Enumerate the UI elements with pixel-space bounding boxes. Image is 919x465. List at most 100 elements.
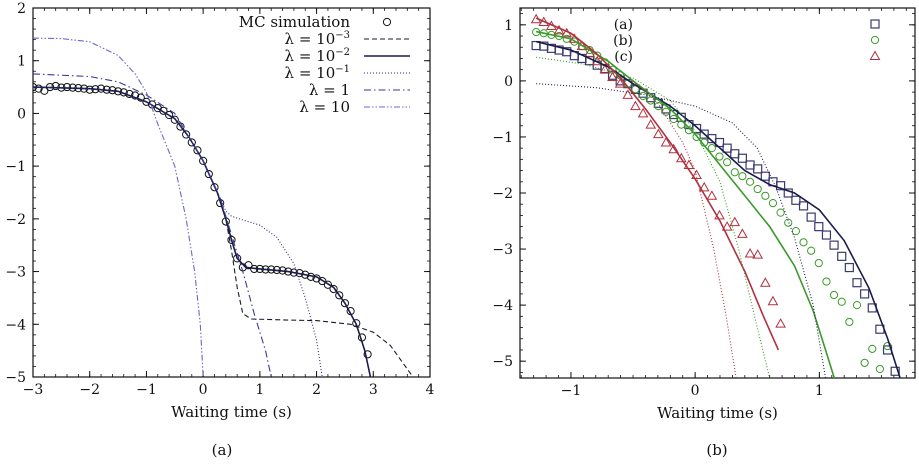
data-point-circle	[646, 96, 655, 105]
data-point-triangle	[660, 137, 672, 147]
data-point-triangle	[675, 152, 687, 163]
data-point-circle	[715, 152, 724, 161]
data-point-circle	[193, 146, 202, 155]
data-point-circle	[329, 284, 338, 294]
legend-label: MC simulation	[239, 13, 351, 31]
panel-a: −3 −2 −1 0 1 2 3 4 −5 −4 −3 −2 −1 0 1 2 Waiting time (s)…	[5, 1, 434, 459]
data-point-triangle	[614, 78, 626, 88]
plot-frame	[32, 7, 431, 378]
data-point-square	[745, 160, 755, 170]
data-point-circle	[363, 350, 372, 359]
data-point-circle	[382, 17, 392, 27]
data-point-square	[760, 171, 770, 181]
legend-label: λ = 10−2	[285, 47, 350, 65]
series-line	[535, 40, 901, 378]
x-tick-label: 2	[312, 382, 321, 398]
data-point-triangle	[637, 107, 649, 118]
legend-entry: λ = 10−1	[285, 64, 410, 82]
data-point-square	[844, 262, 854, 273]
data-point-circle	[669, 114, 678, 124]
data-point-triangle	[576, 40, 588, 51]
y-tick-label: −2	[5, 212, 26, 228]
series-10	[33, 37, 204, 377]
legend-label: λ = 1	[309, 81, 350, 99]
data-point-circle	[654, 102, 663, 111]
data-point-circle	[814, 258, 823, 268]
data-point-circle	[845, 317, 854, 327]
data-point-triangle	[599, 64, 611, 74]
y-tick-label: −1	[492, 130, 513, 146]
data-point-square	[714, 137, 725, 148]
data-point-square	[753, 164, 763, 174]
y-tick-label: −2	[492, 186, 513, 202]
data-point-circle	[182, 130, 191, 139]
data-point-circle	[204, 169, 213, 179]
data-point-circle	[318, 276, 327, 286]
y-tick-label: −3	[5, 265, 26, 281]
data-point-square	[829, 240, 839, 250]
data-point-circle	[870, 35, 880, 45]
data-point-circle	[807, 246, 816, 255]
series-line	[33, 86, 372, 377]
x-axis-label: Waiting time (s)	[657, 404, 778, 422]
data-point-circle	[340, 299, 350, 308]
x-tick-label: 0	[691, 383, 700, 399]
data-point-square	[870, 19, 880, 29]
series-1	[33, 73, 272, 377]
data-point-triangle	[607, 71, 618, 81]
y-tick-label: −5	[5, 370, 26, 386]
panel-label: (b)	[706, 441, 727, 459]
series-10-3	[33, 86, 414, 377]
data-point-circle	[822, 277, 831, 286]
data-point-circle	[738, 172, 747, 181]
data-point-circle	[199, 156, 208, 165]
x-tick-label: −2	[79, 382, 100, 398]
data-point-circle	[638, 91, 648, 101]
data-point-circle	[159, 106, 168, 115]
legend-entry: λ = 10	[299, 98, 410, 116]
data-point-square	[890, 366, 900, 376]
data-point-square	[791, 195, 801, 205]
series-10-1	[33, 86, 323, 377]
data-point-square	[852, 278, 862, 288]
series-line	[33, 37, 204, 377]
data-point-triangle	[752, 249, 764, 259]
y-tick-label: −3	[492, 242, 513, 258]
data-point-circle	[875, 364, 885, 374]
data-point-circle	[883, 341, 892, 351]
data-point-circle	[784, 218, 793, 227]
y-tick-label: 1	[504, 18, 513, 34]
series-line	[632, 80, 737, 378]
legend-entry: (b)	[613, 33, 880, 49]
legend-entry: (a)	[614, 17, 880, 33]
panel-label: (a)	[212, 441, 233, 459]
data-point-circle	[187, 138, 196, 147]
legend-entry: (c)	[614, 49, 881, 65]
data-point-triangle	[767, 295, 779, 306]
data-point-square	[776, 181, 786, 191]
x-tick-label: −1	[136, 382, 157, 398]
y-tick-label: −1	[5, 159, 26, 175]
data-point-circle	[244, 261, 253, 270]
data-point-triangle	[553, 24, 565, 35]
series-line	[536, 83, 827, 378]
legend-label: λ = 10−1	[285, 64, 350, 82]
legend-entry: λ = 10−3	[285, 30, 410, 48]
data-point-circle	[661, 107, 671, 116]
data-point-circle	[860, 358, 869, 367]
series-line	[535, 30, 836, 378]
legend-label: (b)	[613, 33, 633, 49]
data-point-square	[730, 149, 740, 159]
series-line	[535, 17, 780, 351]
data-point-square	[722, 143, 732, 153]
legend-entry: λ = 1	[309, 81, 410, 99]
data-point-square	[821, 230, 832, 240]
data-point-circle	[753, 184, 762, 194]
data-point-circle	[170, 115, 179, 124]
data-point-triangle	[706, 190, 718, 200]
series-curve-3	[535, 40, 901, 378]
legend-label-exponent: −3	[335, 30, 350, 41]
plot-area	[33, 37, 414, 377]
series-curve-4	[535, 30, 836, 378]
data-point-circle	[51, 81, 60, 91]
